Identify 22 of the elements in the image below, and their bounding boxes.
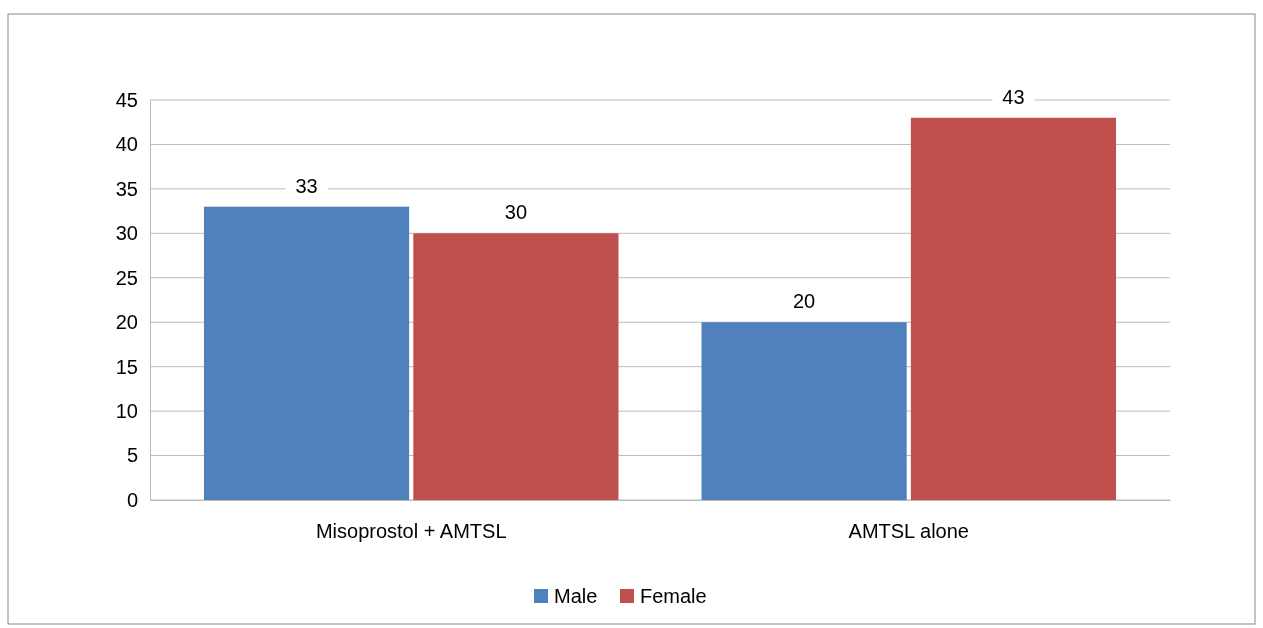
y-tick-label: 25 [115,266,138,289]
y-tick-label: 0 [126,488,138,511]
data-label: 20 [792,290,816,313]
y-tick-label: 15 [115,355,138,378]
legend-label: Female [640,585,707,607]
bar [910,117,1117,500]
y-tick-label: 10 [115,400,138,423]
y-tick-label: 35 [115,177,138,200]
legend-label: Male [554,585,598,607]
data-label: 30 [504,201,528,224]
bar [701,322,907,500]
x-tick-label: AMTSL alone [848,520,969,543]
data-label: 33 [295,174,318,197]
x-tick-label: Misoprostol + AMTSL [315,520,507,543]
y-tick-label: 40 [115,133,138,156]
bar [203,206,410,500]
y-tick-label: 5 [126,444,138,467]
y-tick-label: 20 [115,311,138,334]
bar [413,233,619,500]
y-tick-label: 45 [115,88,138,111]
data-label: 43 [1002,85,1025,108]
y-tick-label: 30 [115,222,138,245]
